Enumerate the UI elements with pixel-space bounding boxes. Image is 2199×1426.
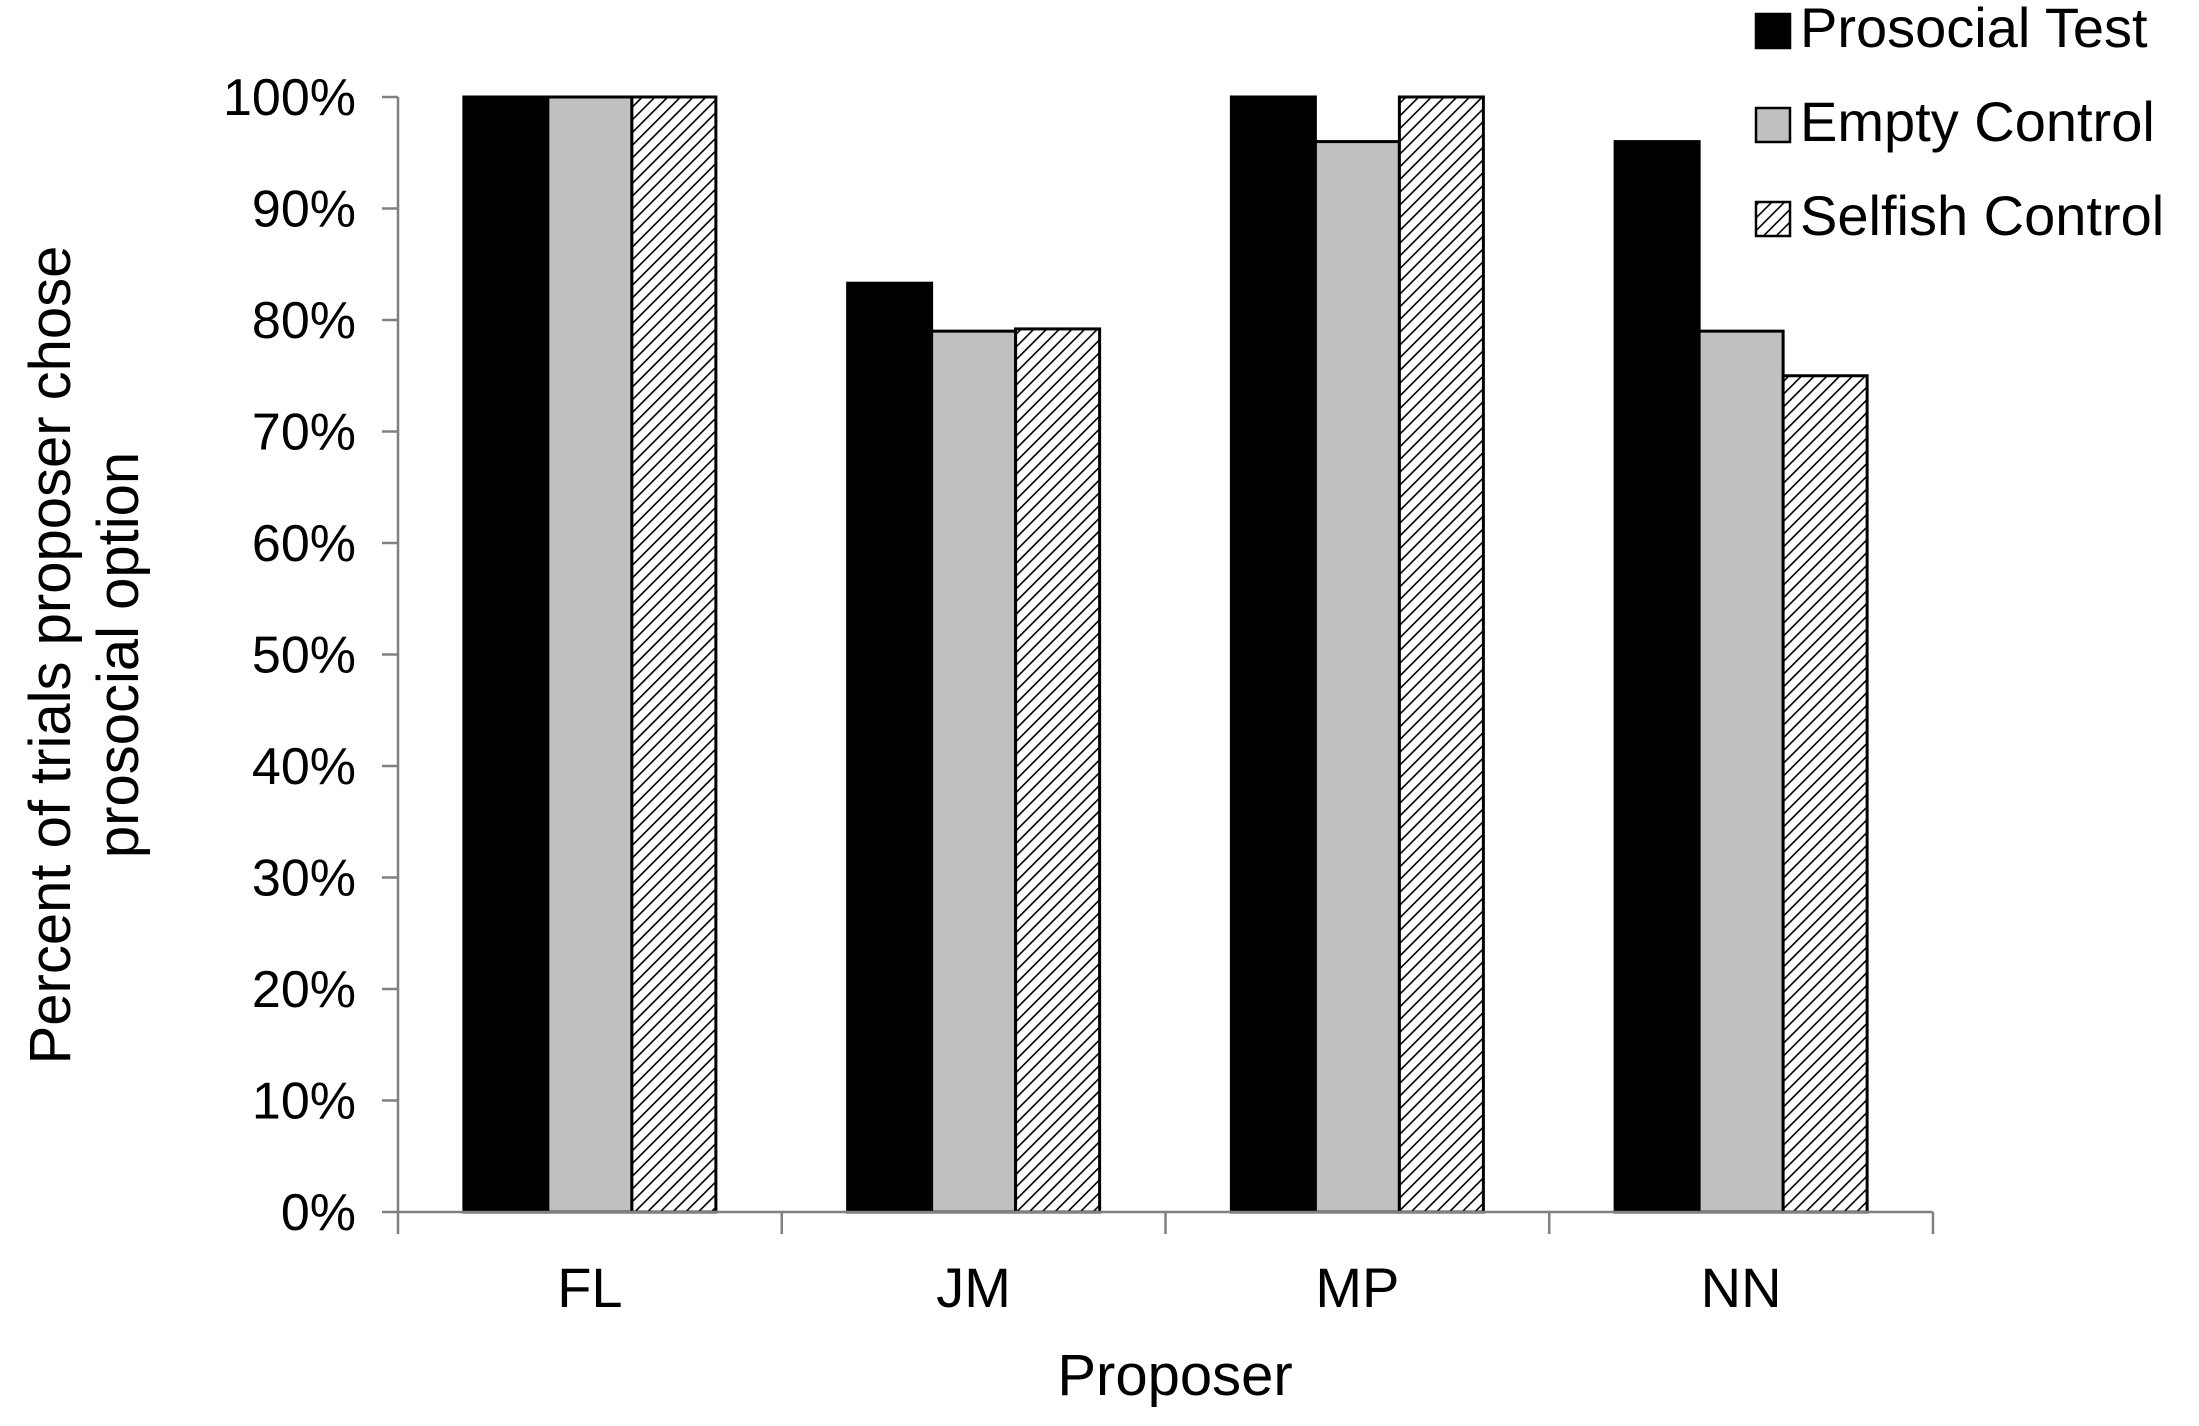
bars-group	[462, 95, 1869, 1214]
y-tick-label: 50%	[252, 627, 356, 685]
bar	[1397, 95, 1485, 1214]
y-tick-label: 60%	[252, 515, 356, 573]
x-tick-label: FL	[557, 1256, 622, 1319]
y-axis-title-line: Percent of trials proposer chose	[18, 246, 83, 1065]
x-tick-label: JM	[936, 1256, 1011, 1319]
bar	[1313, 140, 1401, 1214]
bar	[1613, 140, 1701, 1214]
y-tick-label: 70%	[252, 404, 356, 462]
legend-label: Selfish Control	[1800, 184, 2164, 247]
legend-swatch	[1754, 12, 1792, 50]
bar	[1697, 329, 1785, 1214]
bar	[846, 281, 934, 1214]
bar	[1014, 327, 1102, 1214]
bar	[1229, 95, 1317, 1214]
y-axis-title-line: prosocial option	[86, 452, 151, 858]
bar	[630, 95, 718, 1214]
x-axis-tick-labels: FL JM MP NN	[557, 1256, 1781, 1319]
bar	[930, 329, 1018, 1214]
y-axis-title: Percent of trials proposer chose prosocia…	[18, 246, 151, 1065]
y-tick-label: 0%	[281, 1184, 356, 1242]
x-tick-label: NN	[1701, 1256, 1782, 1319]
legend: Prosocial Test Empty Control Selfish Contr…	[1754, 0, 2164, 247]
legend-label: Prosocial Test	[1800, 0, 2148, 59]
y-tick-label: 80%	[252, 292, 356, 350]
y-tick-label: 100%	[223, 69, 356, 127]
bar	[546, 95, 634, 1214]
legend-label: Empty Control	[1800, 90, 2155, 153]
x-tick-label: MP	[1315, 1256, 1399, 1319]
x-axis-title: Proposer	[1057, 1343, 1292, 1408]
y-tick-label: 20%	[252, 961, 356, 1019]
y-tick-label: 30%	[252, 850, 356, 908]
legend-swatch	[1754, 200, 1792, 238]
bar	[462, 95, 550, 1214]
y-tick-label: 10%	[252, 1073, 356, 1131]
axes	[396, 97, 1935, 1234]
bar	[1781, 374, 1869, 1214]
y-tick-label: 40%	[252, 738, 356, 796]
y-tick-label: 90%	[252, 181, 356, 239]
y-axis-ticks: 0% 10% 20% 30% 40% 50% 60% 70% 80% 90% 100%	[223, 69, 398, 1242]
legend-swatch	[1754, 106, 1792, 144]
